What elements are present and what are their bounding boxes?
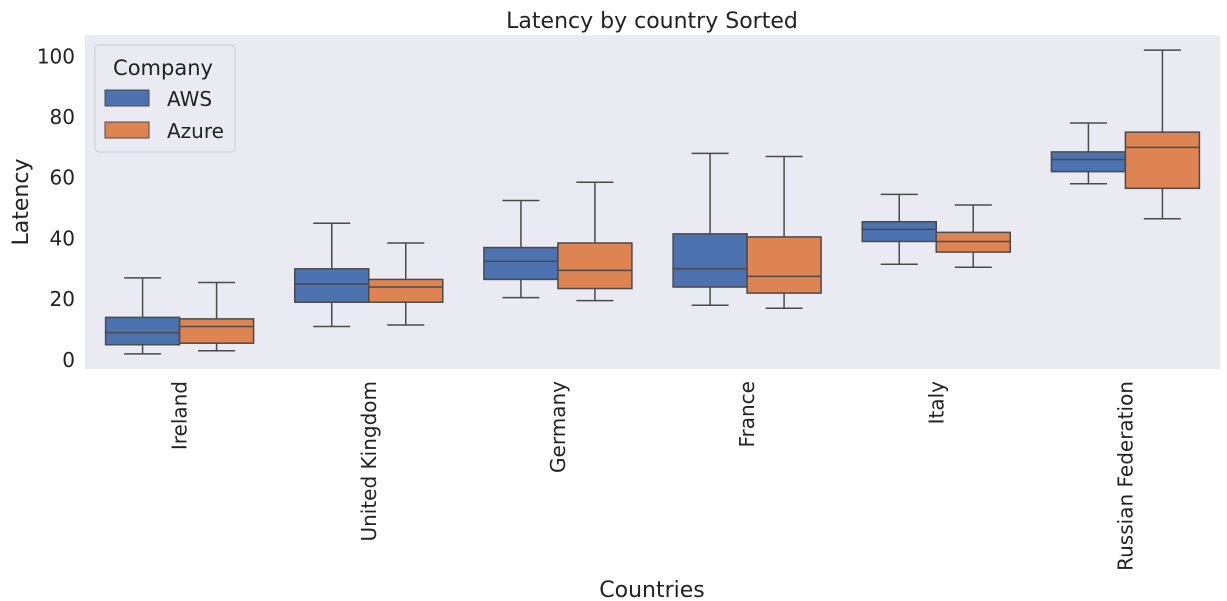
box-iqr xyxy=(483,246,559,281)
y-tick-label: 40 xyxy=(50,226,75,250)
boxes-layer xyxy=(104,49,1201,355)
box-azure-germany xyxy=(557,181,633,302)
y-axis-ticks: 0 20 40 60 80 100 xyxy=(37,44,75,372)
box-iqr xyxy=(1050,151,1127,173)
x-tick-label: Italy xyxy=(924,381,948,425)
box-iqr xyxy=(104,316,181,346)
box-aws-france xyxy=(672,152,748,306)
legend-swatch-aws xyxy=(104,89,150,107)
box-iqr xyxy=(935,231,1011,253)
box-aws-italy xyxy=(861,193,937,265)
box-iqr xyxy=(746,236,822,294)
y-tick-label: 60 xyxy=(50,166,75,190)
box-iqr xyxy=(672,233,748,288)
box-azure-united-kingdom xyxy=(368,242,444,326)
box-iqr xyxy=(368,278,444,303)
x-axis-ticks: Ireland United Kingdom Germany France Italy R… xyxy=(168,381,1138,571)
y-axis-label: Latency xyxy=(9,159,34,246)
box-iqr xyxy=(861,220,937,243)
y-tick-label: 100 xyxy=(37,44,75,68)
y-tick-label: 20 xyxy=(50,287,75,311)
chart-title: Latency by country Sorted xyxy=(506,9,798,34)
y-tick-label: 80 xyxy=(50,105,75,129)
x-tick-label: United Kingdom xyxy=(357,381,381,542)
x-tick-label: Russian Federation xyxy=(1113,381,1137,571)
legend-label-azure: Azure xyxy=(167,119,224,143)
box-azure-ireland xyxy=(178,281,255,352)
x-tick-label: Ireland xyxy=(168,381,192,450)
y-tick-label: 0 xyxy=(62,348,75,372)
box-aws-ireland xyxy=(104,277,181,355)
box-iqr xyxy=(178,318,255,344)
x-tick-label: France xyxy=(735,381,759,448)
x-tick-label: Germany xyxy=(546,381,570,473)
box-aws-united-kingdom xyxy=(294,222,370,328)
box-iqr xyxy=(557,242,633,290)
legend: Company AWS Azure xyxy=(94,44,236,153)
x-axis-label: Countries xyxy=(599,578,705,601)
box-azure-france xyxy=(746,155,822,310)
box-iqr xyxy=(1124,131,1201,190)
box-azure-italy xyxy=(935,204,1011,269)
legend-title: Company xyxy=(113,56,213,80)
legend-label-aws: AWS xyxy=(167,87,212,111)
box-azure-russian-federation xyxy=(1124,49,1201,220)
box-aws-russian-federation xyxy=(1050,122,1127,185)
box-iqr xyxy=(294,268,370,303)
legend-swatch-azure xyxy=(104,121,150,139)
plot-area xyxy=(85,35,1220,369)
